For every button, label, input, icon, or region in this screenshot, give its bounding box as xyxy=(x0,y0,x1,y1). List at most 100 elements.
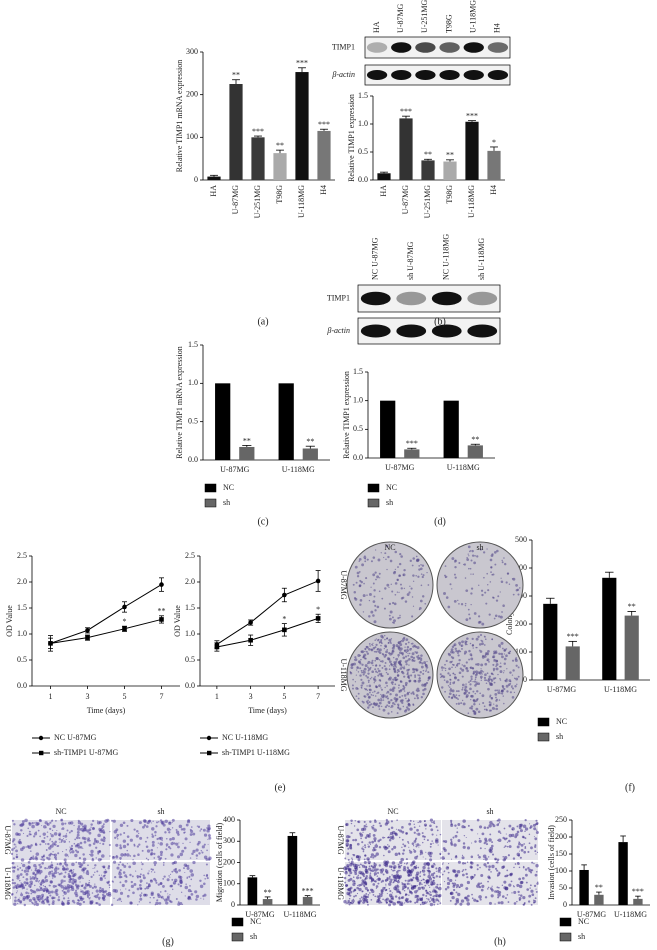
cell xyxy=(497,896,499,898)
cell xyxy=(535,823,537,825)
cell xyxy=(162,840,163,841)
colony xyxy=(457,654,459,656)
colony xyxy=(360,659,362,661)
cell xyxy=(397,885,400,888)
cell xyxy=(431,840,432,841)
cell xyxy=(24,819,27,822)
cell xyxy=(533,863,534,864)
cell xyxy=(451,859,452,860)
cell xyxy=(403,849,405,851)
cell xyxy=(386,877,388,879)
cell xyxy=(489,850,492,853)
cell xyxy=(114,876,116,878)
cell xyxy=(433,888,434,889)
cell xyxy=(451,896,454,899)
colony xyxy=(359,667,361,669)
cell xyxy=(496,870,498,872)
colony xyxy=(385,559,387,561)
cell xyxy=(371,841,374,844)
y-tick-label: 1.5 xyxy=(358,91,368,100)
cell xyxy=(31,825,35,829)
cell xyxy=(78,876,81,879)
cell xyxy=(362,865,365,868)
cell xyxy=(374,828,377,831)
cell xyxy=(150,849,153,852)
colony xyxy=(377,648,379,650)
y-tick-label: 0.0 xyxy=(353,453,363,462)
colony xyxy=(445,668,446,669)
colony xyxy=(404,690,405,691)
cell xyxy=(515,863,517,865)
legend-label: NC xyxy=(386,483,397,492)
cell xyxy=(409,891,412,894)
cell xyxy=(87,896,89,898)
colony xyxy=(374,690,376,692)
cell xyxy=(367,861,370,864)
cell xyxy=(449,879,452,882)
cell xyxy=(50,845,52,847)
cell xyxy=(208,857,211,860)
cell xyxy=(196,895,199,898)
cell xyxy=(424,882,426,884)
colony xyxy=(458,650,461,653)
bar xyxy=(579,870,588,905)
y-tick-label: 1.5 xyxy=(17,603,27,612)
colony xyxy=(475,708,478,711)
cell xyxy=(365,877,368,880)
cell xyxy=(529,887,530,888)
cell xyxy=(185,837,188,840)
cell xyxy=(373,834,376,837)
y-tick-label: 100 xyxy=(186,132,198,141)
colony xyxy=(479,643,482,646)
cell xyxy=(208,837,211,840)
cell xyxy=(417,833,420,836)
cell xyxy=(104,819,108,823)
cell xyxy=(393,875,396,878)
cell xyxy=(525,827,528,830)
lane-label: HA xyxy=(372,21,381,33)
cell xyxy=(52,854,54,856)
colony xyxy=(420,564,422,566)
cell xyxy=(418,887,421,890)
colony xyxy=(454,600,457,603)
colony xyxy=(484,655,487,658)
cell xyxy=(365,837,367,839)
cell xyxy=(58,838,60,840)
colony xyxy=(368,670,370,672)
cell xyxy=(108,892,109,893)
cell xyxy=(535,864,538,867)
cell xyxy=(356,876,359,879)
cell xyxy=(422,870,425,873)
cell xyxy=(515,833,518,836)
cell xyxy=(518,843,521,846)
colony xyxy=(369,600,370,601)
colony xyxy=(498,653,500,655)
cell xyxy=(116,867,119,870)
colony xyxy=(370,678,372,680)
cell xyxy=(95,902,97,904)
cell xyxy=(68,900,70,902)
cell xyxy=(19,867,21,869)
colony xyxy=(474,681,476,683)
cell xyxy=(452,869,455,872)
colony xyxy=(453,694,456,697)
colony xyxy=(445,577,447,579)
cell xyxy=(51,841,53,843)
cell xyxy=(370,856,372,858)
cell xyxy=(49,885,51,887)
cell xyxy=(94,838,96,840)
cell xyxy=(22,820,25,823)
cell xyxy=(520,894,523,897)
colony xyxy=(413,671,415,673)
cell xyxy=(90,876,92,878)
photo xyxy=(111,861,210,907)
x-tick-label: U-118MG xyxy=(467,185,476,218)
cell xyxy=(533,900,534,901)
cell xyxy=(94,883,95,884)
cell xyxy=(368,835,371,838)
cell xyxy=(398,829,400,831)
y-tick-label: 200 xyxy=(515,619,527,628)
cell xyxy=(526,888,529,891)
cell xyxy=(434,895,435,896)
cell xyxy=(519,885,522,888)
